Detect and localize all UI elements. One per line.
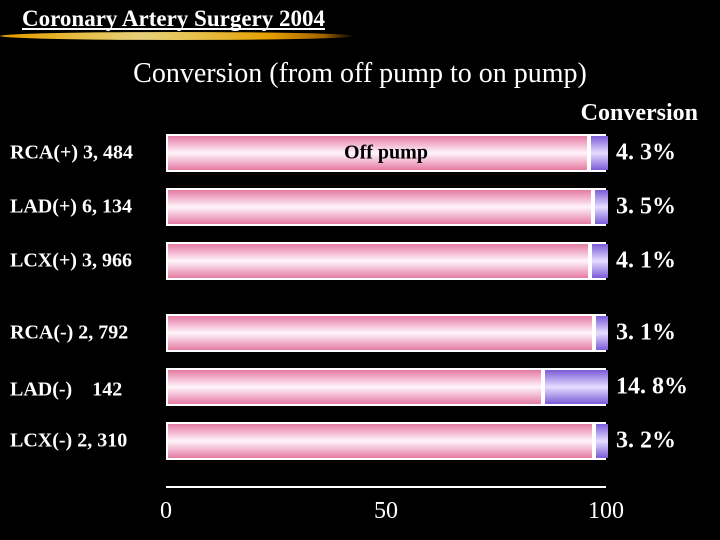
conversion-pct: 4. 3% (616, 140, 716, 167)
x-axis-tick: 50 (374, 498, 398, 525)
header-underline (0, 32, 355, 40)
conversion-bar (590, 244, 608, 278)
row-label: LAD(-) 142 (10, 373, 170, 402)
bar-row: LAD(-) 142 14. 8% (0, 364, 720, 410)
x-axis-tick: 0 (160, 498, 172, 525)
bar-track (166, 188, 606, 226)
conversion-pct: 14. 8% (616, 374, 716, 401)
offpump-legend: Off pump (344, 142, 428, 165)
x-axis-line (166, 486, 606, 488)
conversion-bar (543, 370, 608, 404)
bar-row: LAD(+) 6, 134 3. 5% (0, 184, 720, 230)
bar-row: LCX(+) 3, 966 4. 1% (0, 238, 720, 284)
row-label: LCX(+) 3, 966 (10, 250, 170, 273)
conversion-pct: 4. 1% (616, 248, 716, 275)
conversion-bar (594, 316, 608, 350)
bar-row: RCA(-) 2, 792 3. 1% (0, 310, 720, 356)
slide-header: Coronary Artery Surgery 2004 (22, 6, 325, 32)
conversion-pct: 3. 1% (616, 320, 716, 347)
bar-rows: RCA(+) 3, 484 Off pump 4. 3% LAD(+) 6, 134 3… (0, 130, 720, 472)
group-gap (0, 292, 720, 310)
row-label: RCA(+) 3, 484 (10, 142, 170, 165)
offpump-bar (168, 190, 593, 224)
row-label: LAD(+) 6, 134 (10, 196, 170, 219)
bar-track: Off pump (166, 134, 606, 172)
row-label: RCA(-) 2, 792 (10, 322, 170, 345)
bar-track (166, 242, 606, 280)
row-label: LCX(-) 2, 310 (10, 430, 170, 453)
conversion-column-header: Conversion (581, 100, 698, 127)
offpump-bar (168, 244, 590, 278)
bar-row: RCA(+) 3, 484 Off pump 4. 3% (0, 130, 720, 176)
conversion-pct: 3. 5% (616, 194, 716, 221)
bar-track (166, 368, 606, 406)
offpump-bar (168, 424, 594, 458)
slide-title: Conversion (from off pump to on pump) (133, 58, 587, 90)
offpump-bar (168, 370, 543, 404)
conversion-bar (589, 136, 608, 170)
conversion-bar (594, 424, 608, 458)
conversion-bar (593, 190, 608, 224)
bar-track (166, 422, 606, 460)
x-axis-tick: 100 (588, 498, 624, 525)
offpump-bar (168, 316, 594, 350)
conversion-pct: 3. 2% (616, 428, 716, 455)
bar-row: LCX(-) 2, 310 3. 2% (0, 418, 720, 464)
slide: Coronary Artery Surgery 2004 Conversion … (0, 0, 720, 540)
bar-track (166, 314, 606, 352)
